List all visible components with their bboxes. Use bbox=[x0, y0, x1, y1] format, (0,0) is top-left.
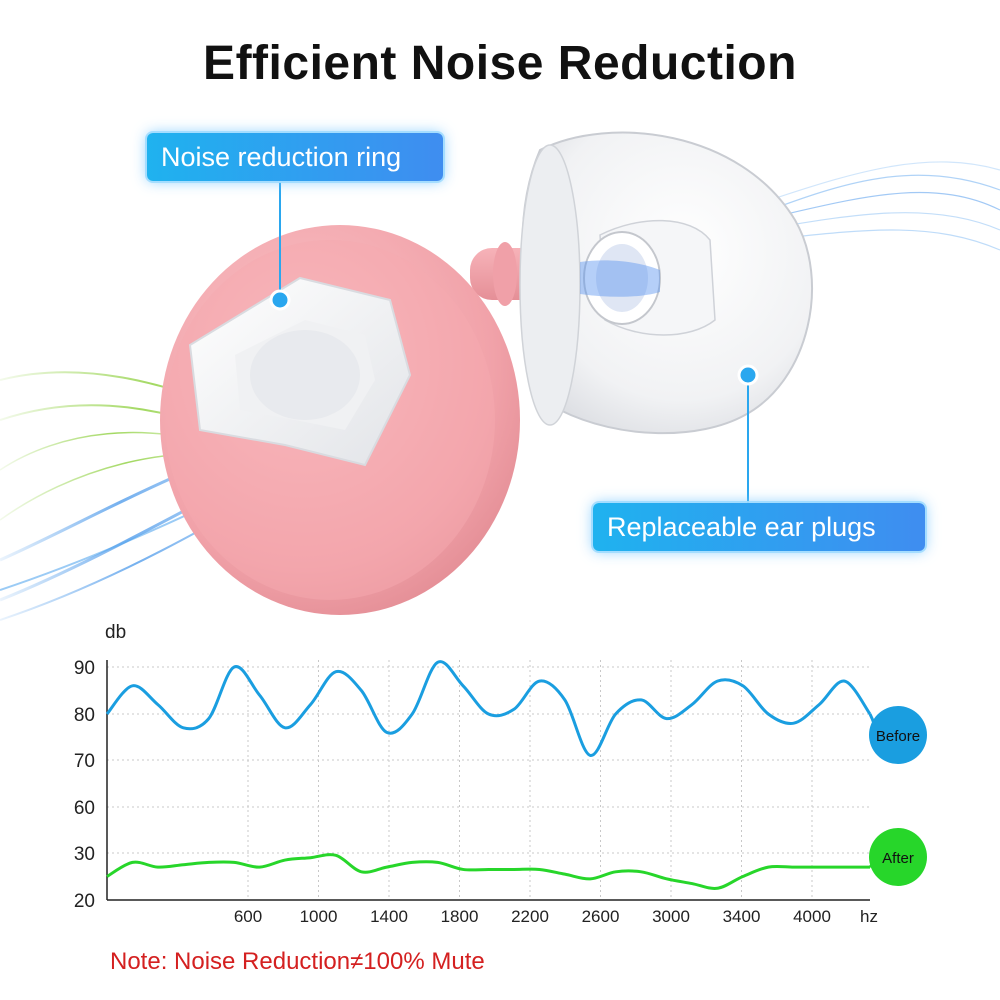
x-tick-label: 600 bbox=[234, 907, 262, 926]
x-tick-label: 3400 bbox=[723, 907, 761, 926]
page-title: Efficient Noise Reduction bbox=[203, 37, 797, 90]
y-tick-label: 20 bbox=[74, 891, 95, 912]
chart-lines bbox=[105, 660, 877, 890]
replaceable-ear-plug bbox=[519, 131, 814, 435]
x-tick-label: 2200 bbox=[511, 907, 549, 926]
x-tick-label: 1400 bbox=[370, 907, 408, 926]
chart-grid bbox=[107, 660, 870, 900]
series-line-before bbox=[105, 660, 872, 757]
ring-callout: Noise reduction ring bbox=[147, 133, 443, 181]
y-tick-label: 80 bbox=[74, 705, 95, 726]
x-tick-label: 4000 bbox=[793, 907, 831, 926]
x-tick-label: 1000 bbox=[300, 907, 338, 926]
y-tick-label: 90 bbox=[74, 658, 95, 679]
series-badge-after bbox=[869, 828, 927, 886]
series-line-after bbox=[106, 853, 870, 890]
x-axis-label: hz bbox=[860, 907, 878, 926]
x-tick-label: 1800 bbox=[441, 907, 479, 926]
disclaimer-note: Note: Noise Reduction≠100% Mute bbox=[110, 948, 485, 975]
callout-connectors bbox=[269, 182, 759, 503]
series-badges: Before After bbox=[869, 706, 927, 886]
y-tick-label: 30 bbox=[74, 844, 95, 865]
noise-reduction-ring bbox=[160, 225, 520, 615]
x-tick-label: 3000 bbox=[652, 907, 690, 926]
noise-chart: 90 80 70 60 30 20 600 1000 1400 1800 2200 2600 3000… bbox=[74, 622, 927, 926]
x-tick-label: 2600 bbox=[582, 907, 620, 926]
y-axis-label: db bbox=[105, 622, 126, 643]
plugs-callout: Replaceable ear plugs bbox=[593, 503, 925, 551]
series-badge-before bbox=[869, 706, 927, 764]
y-tick-label: 70 bbox=[74, 751, 95, 772]
series-badge-label: After bbox=[882, 850, 914, 867]
series-badge-label: Before bbox=[876, 728, 920, 745]
x-tick-labels: 600 1000 1400 1800 2200 2600 3000 3400 4000 bbox=[234, 907, 831, 926]
y-tick-label: 60 bbox=[74, 798, 95, 819]
y-tick-labels: 90 80 70 60 30 20 bbox=[74, 658, 95, 912]
earplug-illustration bbox=[0, 131, 1000, 621]
